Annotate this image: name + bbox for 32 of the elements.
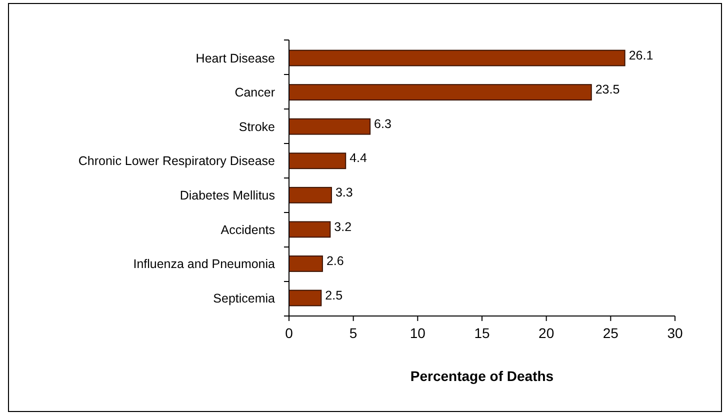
data-label: 2.5 [325, 288, 343, 302]
bar [288, 256, 323, 272]
bar [288, 152, 346, 170]
x-tick-label: 10 [410, 325, 426, 341]
data-label: 6.3 [374, 116, 392, 131]
x-tick-label: 25 [602, 325, 619, 341]
data-label: 3.2 [334, 220, 352, 234]
data-label: 26.1 [628, 48, 654, 62]
y-tick-label: Heart Disease [196, 51, 276, 66]
x-tick-label: 5 [349, 325, 358, 341]
y-tick-label: Accidents [220, 222, 275, 237]
bar [288, 50, 626, 66]
y-tick-label: Chronic Lower Respiratory Disease [78, 154, 276, 168]
x-tick-label: 0 [285, 325, 294, 341]
bar [288, 118, 371, 135]
data-label: 4.4 [350, 151, 368, 166]
bar [288, 84, 592, 100]
x-tick-label: 20 [538, 325, 554, 341]
bar [288, 221, 331, 238]
x-tick-label: 30 [667, 325, 683, 341]
bar [288, 290, 322, 306]
y-tick-label: Diabetes Mellitus [180, 188, 275, 203]
y-tick-label: Influenza and Pneumonia [133, 257, 276, 272]
data-label: 2.6 [326, 254, 344, 268]
y-tick-label: Stroke [238, 120, 276, 134]
x-axis-title: Percentage of Deaths [410, 368, 554, 384]
x-tick-label: 15 [474, 325, 490, 341]
bar [288, 186, 332, 204]
y-tick-label: Septicemia [213, 291, 276, 306]
data-label: 3.3 [335, 186, 353, 200]
data-label: 23.5 [595, 82, 620, 97]
y-tick-label: Cancer [234, 86, 275, 100]
